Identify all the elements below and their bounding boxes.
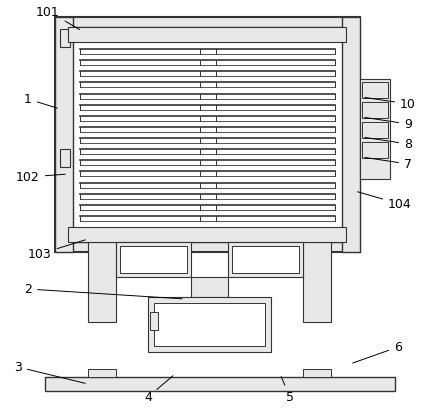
Bar (60, 30, 70, 48)
Text: 6: 6 (353, 341, 402, 363)
Bar (362, 103, 388, 119)
Bar (303, 369, 331, 377)
Text: 102: 102 (16, 171, 65, 184)
Bar (232, 247, 299, 273)
Bar (360, 80, 390, 180)
Text: 4: 4 (144, 376, 173, 404)
Bar (362, 83, 388, 99)
Bar (228, 242, 303, 277)
Bar (116, 242, 191, 277)
Bar (148, 297, 271, 352)
Text: 2: 2 (24, 283, 182, 299)
Bar (342, 18, 360, 252)
Text: 101: 101 (36, 5, 80, 31)
Bar (45, 377, 395, 391)
Bar (68, 28, 346, 242)
Text: 7: 7 (365, 158, 412, 171)
Bar (60, 150, 70, 168)
Text: 104: 104 (358, 192, 412, 211)
Bar (88, 369, 116, 377)
Bar (55, 18, 360, 252)
Bar (120, 247, 187, 273)
Bar (362, 142, 388, 159)
Bar (68, 28, 346, 43)
Bar (55, 18, 73, 252)
Bar (68, 228, 346, 242)
Bar (150, 312, 158, 330)
Text: 3: 3 (14, 361, 85, 383)
Bar (154, 303, 265, 346)
Text: 1: 1 (24, 93, 57, 109)
Bar (362, 123, 388, 139)
Bar (303, 242, 331, 322)
Text: 10: 10 (365, 98, 416, 111)
Text: 8: 8 (365, 138, 412, 151)
Text: 5: 5 (281, 377, 294, 404)
Bar (191, 277, 228, 297)
Text: 103: 103 (28, 240, 85, 261)
Bar (88, 242, 116, 322)
Text: 9: 9 (365, 118, 412, 131)
